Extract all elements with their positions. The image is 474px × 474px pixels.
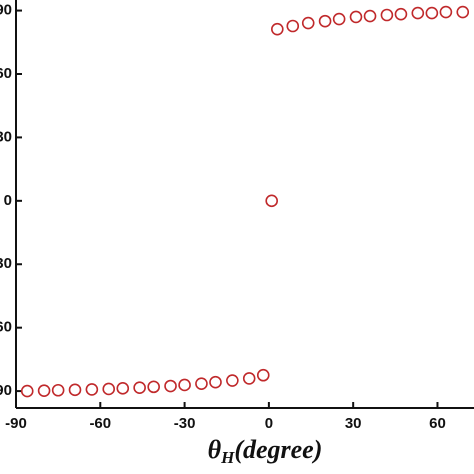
marker [226, 374, 239, 387]
x-label-rest: (degree) [234, 435, 322, 464]
marker [411, 6, 425, 20]
marker [37, 384, 51, 397]
y-tick-label: -90 [0, 382, 12, 399]
x-tick-label: 60 [429, 415, 446, 432]
marker [425, 6, 439, 20]
marker [349, 10, 363, 24]
marker [286, 19, 300, 33]
x-axis-label: θH(degree) [208, 435, 323, 467]
y-tick-label: -60 [0, 319, 12, 336]
marker [271, 22, 284, 36]
marker [242, 372, 256, 385]
marker [147, 380, 160, 394]
x-tick-label: 30 [345, 415, 362, 432]
x-label-symbol: θ [208, 435, 222, 464]
marker [439, 5, 453, 19]
x-tick-label: -30 [174, 415, 196, 432]
marker [102, 382, 116, 396]
marker [332, 12, 346, 26]
marker [195, 377, 208, 390]
y-tick-label: 60 [0, 65, 12, 82]
marker [380, 8, 394, 22]
marker [133, 381, 146, 395]
y-tick-label: 0 [4, 192, 12, 209]
x-label-subscript: H [220, 448, 235, 467]
marker [85, 383, 99, 396]
marker [51, 383, 65, 397]
marker [68, 383, 82, 397]
marker [20, 384, 34, 398]
marker [116, 382, 130, 395]
x-tick-label: -60 [89, 415, 111, 432]
marker [209, 375, 222, 389]
y-tick-label: 90 [0, 2, 12, 19]
marker [178, 378, 191, 392]
marker [394, 7, 408, 21]
y-tick-label: -30 [0, 255, 12, 272]
x-tick-label: 0 [265, 415, 273, 432]
marker [318, 14, 332, 28]
marker [301, 16, 315, 30]
marker [265, 194, 278, 208]
y-tick-label: 30 [0, 128, 12, 145]
marker [456, 5, 470, 19]
marker [256, 368, 270, 382]
marker [363, 9, 377, 23]
x-tick-label: -90 [5, 415, 27, 432]
marker [164, 379, 177, 393]
